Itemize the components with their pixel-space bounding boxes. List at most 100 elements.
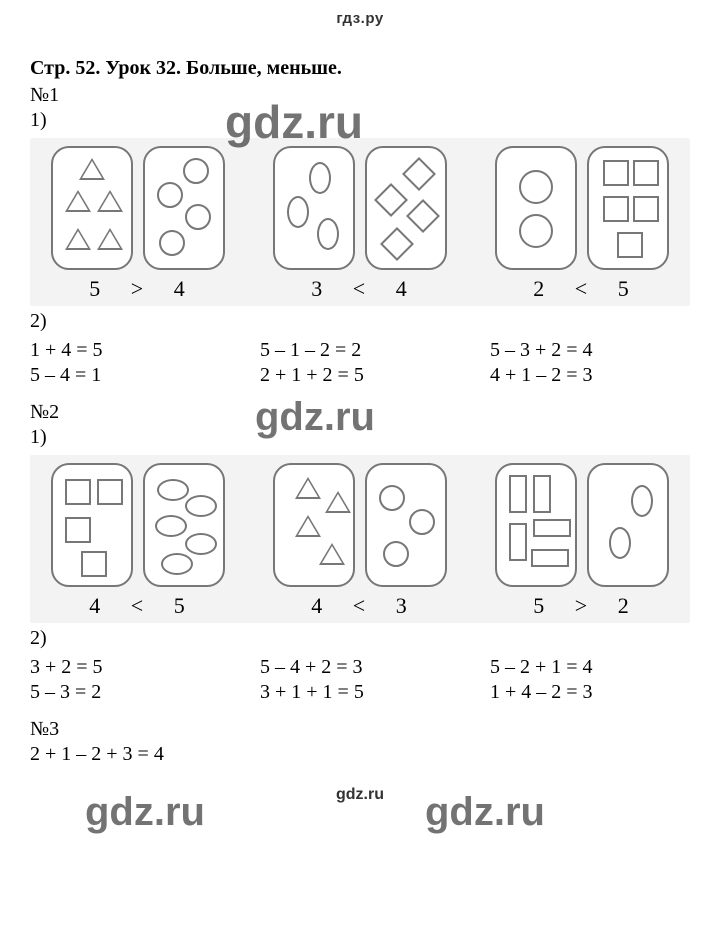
shape-card — [365, 146, 447, 270]
card-pair: 4 <3 — [256, 463, 464, 619]
sq-shape — [617, 232, 643, 258]
circ-shape — [379, 485, 405, 511]
circ-big-shape — [519, 170, 553, 204]
compare-left: 5 — [89, 276, 103, 302]
shape-card — [495, 146, 577, 270]
circ-shape — [383, 541, 409, 567]
compare-op: < — [131, 593, 145, 619]
task-1-equations: 1 + 4 = 55 – 1 – 2 = 25 – 3 + 2 = 45 – 4… — [30, 339, 690, 387]
card-pair: 4<5 — [34, 463, 242, 619]
compare-right: 5 — [617, 276, 631, 302]
equation: 5 – 1 – 2 = 2 — [260, 339, 460, 362]
site-header: гдз.ру — [30, 10, 690, 27]
rect-h-shape — [533, 519, 571, 537]
shape-card — [273, 463, 355, 587]
oval-h-shape — [185, 495, 217, 517]
task-2-number: №2 — [30, 401, 690, 424]
tri-shape — [65, 190, 91, 212]
equation: 5 – 4 + 2 = 3 — [260, 656, 460, 679]
compare-left: 4 — [311, 593, 325, 619]
oval-h-shape — [157, 479, 189, 501]
shape-card — [51, 146, 133, 270]
compare-op: < — [575, 276, 589, 302]
page: гдз.ру Стр. 52. Урок 32. Больше, меньше.… — [0, 0, 720, 834]
rect-h-shape — [531, 549, 569, 567]
equation: 5 – 4 = 1 — [30, 364, 230, 387]
task-3-number: №3 — [30, 718, 690, 741]
oval-v-shape — [287, 196, 309, 228]
compare-op: < — [353, 593, 367, 619]
equation: 3 + 2 = 5 — [30, 656, 230, 679]
shape-card — [587, 146, 669, 270]
sq-shape — [633, 196, 659, 222]
circ-shape — [183, 158, 209, 184]
shape-card — [495, 463, 577, 587]
sq-shape — [65, 517, 91, 543]
shape-card — [587, 463, 669, 587]
tri-shape — [295, 515, 321, 537]
shape-card — [143, 146, 225, 270]
task-2-part2-label: 2) — [30, 627, 690, 650]
task-2-part1-label: 1) — [30, 426, 690, 449]
diam-shape — [380, 227, 414, 261]
compare-right: 4 — [395, 276, 409, 302]
card-pair: 5>2 — [478, 463, 686, 619]
task-3-equation: 2 + 1 – 2 + 3 = 4 — [30, 743, 690, 766]
oval-h-shape — [155, 515, 187, 537]
comparison: 5>2 — [478, 593, 686, 619]
tri-shape — [295, 477, 321, 499]
shape-card — [273, 146, 355, 270]
rect-v-shape — [509, 523, 527, 561]
oval-v-shape — [317, 218, 339, 250]
oval-h-shape — [161, 553, 193, 575]
sq-shape — [65, 479, 91, 505]
card-pair: 2 <5 — [478, 146, 686, 302]
shape-card — [365, 463, 447, 587]
equation: 3 + 1 + 1 = 5 — [260, 681, 460, 704]
tri-shape — [97, 190, 123, 212]
compare-op: > — [575, 593, 589, 619]
diam-shape — [374, 183, 408, 217]
sq-shape — [81, 551, 107, 577]
tri-shape — [325, 491, 351, 513]
comparison: 2 <5 — [478, 276, 686, 302]
equation: 1 + 4 = 5 — [30, 339, 230, 362]
sq-shape — [633, 160, 659, 186]
comparison: 4 <3 — [256, 593, 464, 619]
tri-shape — [97, 228, 123, 250]
equation: 5 – 3 = 2 — [30, 681, 230, 704]
compare-right: 3 — [395, 593, 409, 619]
compare-right: 4 — [173, 276, 187, 302]
circ-shape — [185, 204, 211, 230]
sq-shape — [603, 160, 629, 186]
compare-left: 3 — [311, 276, 325, 302]
task-1-number: №1 — [30, 84, 690, 107]
tri-shape — [319, 543, 345, 565]
task-2-equations: 3 + 2 = 55 – 4 + 2 = 35 – 2 + 1 = 45 – 3… — [30, 656, 690, 704]
task-2-cards-row: 4<54<35>2 — [30, 455, 690, 623]
tri-shape — [65, 228, 91, 250]
compare-left: 4 — [89, 593, 103, 619]
oval-v-shape — [609, 527, 631, 559]
shape-card — [51, 463, 133, 587]
task-1-part2-label: 2) — [30, 310, 690, 333]
sq-shape — [97, 479, 123, 505]
circ-shape — [159, 230, 185, 256]
oval-h-shape — [185, 533, 217, 555]
diam-shape — [406, 199, 440, 233]
task-1-cards-row: 5 >4 3 <4 2 <5 — [30, 138, 690, 306]
oval-v-shape — [631, 485, 653, 517]
compare-left: 2 — [533, 276, 547, 302]
compare-op: < — [353, 276, 367, 302]
rect-v-shape — [533, 475, 551, 513]
shape-card — [143, 463, 225, 587]
circ-big-shape — [519, 214, 553, 248]
compare-op: > — [131, 276, 145, 302]
comparison: 3 <4 — [256, 276, 464, 302]
diam-shape — [402, 157, 436, 191]
equation: 1 + 4 – 2 = 3 — [490, 681, 690, 704]
rect-v-shape — [509, 475, 527, 513]
equation: 2 + 1 + 2 = 5 — [260, 364, 460, 387]
circ-shape — [157, 182, 183, 208]
card-pair: 3 <4 — [256, 146, 464, 302]
